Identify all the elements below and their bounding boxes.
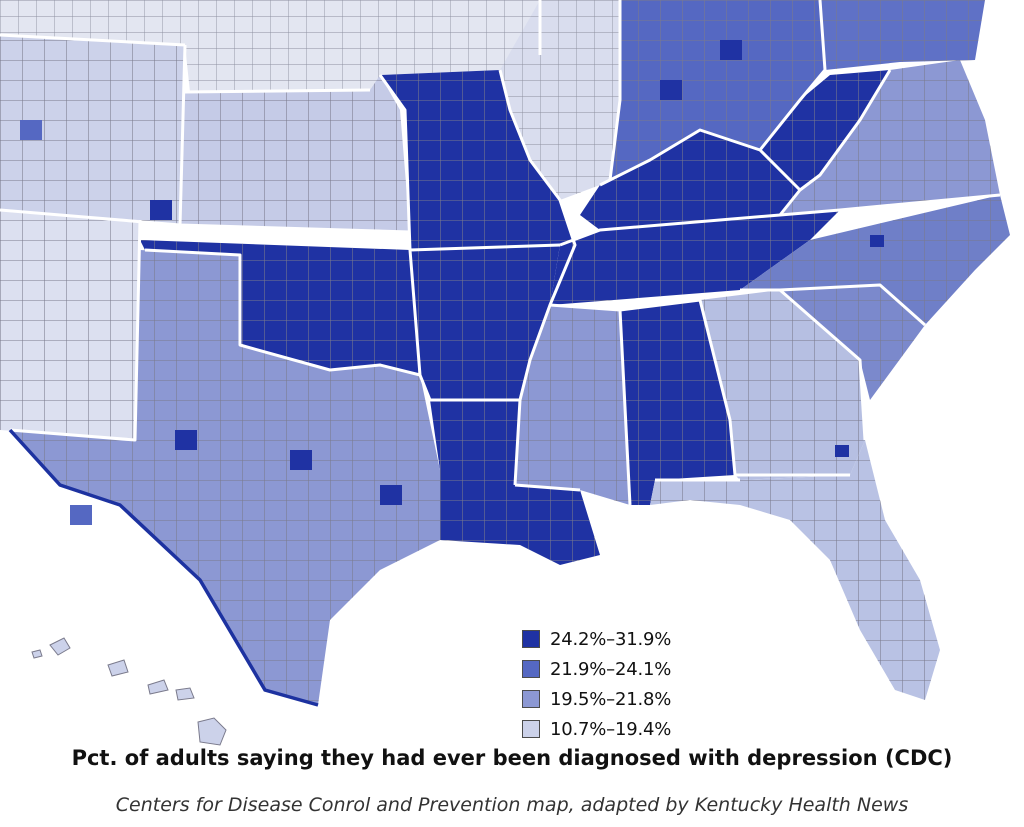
legend-label: 10.7%–19.4% [550,718,672,740]
legend-swatch [522,690,540,708]
legend-label: 19.5%–21.8% [550,688,672,710]
legend-label: 24.2%–31.9% [550,628,672,650]
other-southern-states [10,60,1010,705]
state-borders [0,0,1000,505]
map-area: 24.2%–31.9% 21.9%–24.1% 19.5%–21.8% 10.7… [0,0,1010,770]
legend-item: 10.7%–19.4% [522,714,762,744]
legend-swatch [522,720,540,738]
caption-bar: Centers for Disease Conrol and Preventio… [0,782,1024,827]
legend: 24.2%–31.9% 21.9%–24.1% 19.5%–21.8% 10.7… [522,624,762,744]
legend-item: 24.2%–31.9% [522,624,762,654]
choropleth-map [0,0,1010,746]
border-mexico [8,428,319,707]
high-depression-states [140,70,890,565]
legend-swatch [522,630,540,648]
image-caption: Centers for Disease Conrol and Preventio… [115,794,909,816]
legend-swatch [522,660,540,678]
legend-item: 21.9%–24.1% [522,654,762,684]
map-title: Pct. of adults saying they had ever been… [71,746,953,770]
legend-label: 21.9%–24.1% [550,658,672,680]
county-highlights [20,40,884,525]
legend-item: 19.5%–21.8% [522,684,762,714]
islands [31,637,227,746]
